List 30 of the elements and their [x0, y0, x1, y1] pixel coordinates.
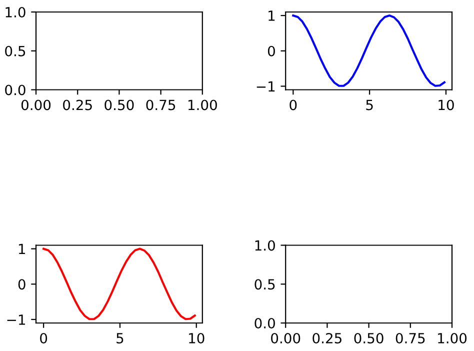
- y-tick-label: 0: [268, 46, 275, 56]
- x-tick-label: 10: [189, 332, 204, 344]
- x-tick-label: 0.25: [312, 332, 342, 344]
- x-tick-label: 10: [438, 100, 454, 110]
- x-tick-label: 0: [290, 100, 297, 110]
- x-tick-label: 0.50: [104, 100, 134, 110]
- x-tick-label: 0.75: [146, 100, 176, 110]
- y-tick-label: 1.0: [255, 240, 275, 251]
- x-tick-label: 0.25: [63, 100, 92, 110]
- y-tick-label: 0.5: [254, 279, 275, 290]
- x-tick-label: 1.00: [188, 100, 217, 110]
- y-tick-label: −1: [256, 81, 275, 92]
- x-tick-label: 0.50: [354, 332, 384, 344]
- x-tick-label: 0: [40, 332, 48, 344]
- y-tick-label: −1: [7, 314, 25, 325]
- x-tick-label: 1.00: [438, 332, 467, 344]
- x-tick-label: 0.00: [271, 332, 300, 344]
- y-tick-label: 0: [18, 279, 26, 290]
- x-tick-label: 5: [116, 333, 124, 344]
- x-tick-label: 0.75: [396, 332, 425, 344]
- y-tick-label: 1: [18, 244, 25, 254]
- y-tick-label: 0.0: [5, 84, 26, 96]
- x-tick-label: 0.00: [21, 100, 51, 110]
- line-series: [42, 248, 196, 320]
- line-series: [292, 14, 446, 87]
- y-tick-label: 1: [268, 10, 275, 21]
- y-tick-label: 1.0: [6, 6, 26, 18]
- y-tick-label: 0.0: [254, 318, 275, 328]
- y-tick-label: 0.5: [5, 46, 26, 56]
- x-tick-label: 5: [366, 100, 373, 110]
